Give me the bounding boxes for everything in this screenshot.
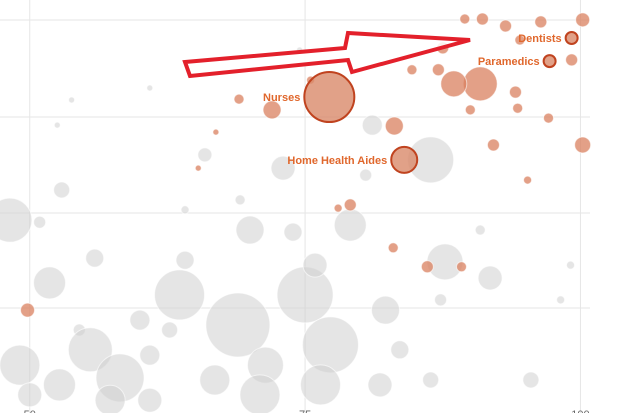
bubble [302,252,328,278]
x-tick-label: 75 [299,409,311,413]
highlighted-bubble [390,145,419,174]
bubble [565,53,579,67]
bubble [361,114,383,136]
annotation-label: Home Health Aides [287,155,387,167]
bubble [333,203,343,213]
annotation-label: Paramedics [478,56,540,68]
bubble [33,215,47,229]
bubble [212,128,220,136]
bubble [508,85,522,99]
bubble [523,175,533,185]
bubble [434,293,448,307]
bubble [499,19,513,33]
annotation-label: Dentists [518,33,561,45]
bubble [422,371,440,389]
bubble [406,64,418,76]
bubble [175,250,195,270]
bubble [459,13,471,25]
bubble [161,321,179,339]
bubble [53,181,71,199]
bubble [440,70,468,98]
bubble [431,63,445,77]
bubble [137,387,163,413]
bubble [68,96,76,104]
bubble [85,248,105,268]
bubble [462,66,498,102]
bubble [486,138,500,152]
bubble [367,372,393,398]
highlighted-bubble [542,54,557,69]
bubble [262,100,282,120]
bubble [0,197,33,243]
bubble [205,292,271,358]
bubble [390,340,410,360]
bubble [94,384,126,413]
x-tick-label: 100 [571,409,589,413]
bubble [477,265,503,291]
bubble [534,15,548,29]
bubble [194,164,202,172]
bubble [522,371,540,389]
bubble [17,382,43,408]
annotation-label: Nurses [263,92,300,104]
bubble [574,136,592,154]
highlighted-bubble [303,71,356,124]
bubble [283,222,303,242]
bubble [543,112,555,124]
bubble [370,295,400,325]
bubble [575,12,591,28]
bubble [556,295,566,305]
bubble [53,121,61,129]
bubble [197,147,213,163]
plot [0,0,592,413]
bubble [33,266,67,300]
bubble [139,344,161,366]
bubble [426,243,464,281]
highlighted-bubble [564,30,579,45]
bubble [233,93,245,105]
bubble [154,269,206,321]
bubble [67,327,113,373]
bubble [300,364,342,406]
labels: 50 75 100 Nurses Home Health Aides Dentists Pa… [24,33,590,413]
bubble [455,261,467,273]
bubble [512,102,524,114]
bubble [359,168,373,182]
bubble [0,344,41,386]
bubble [387,242,399,254]
bubble [384,116,404,136]
bubble [239,374,281,413]
bubble [129,309,151,331]
bubble [333,208,367,242]
x-tick-label: 50 [24,409,36,413]
bubble [234,194,246,206]
bubble [146,84,154,92]
bubble [199,364,231,396]
bubble [475,12,489,26]
bubble [343,198,357,212]
bubble [20,302,36,318]
bubble [514,34,526,46]
arrow [182,30,471,79]
bubble [42,368,76,402]
bubble [270,155,296,181]
bubble [235,215,265,245]
bubble [566,260,576,270]
bubble [420,260,434,274]
bubble [301,316,359,374]
bubble [474,224,486,236]
bubble [464,104,476,116]
bubble [276,266,334,324]
bubble [180,205,190,215]
